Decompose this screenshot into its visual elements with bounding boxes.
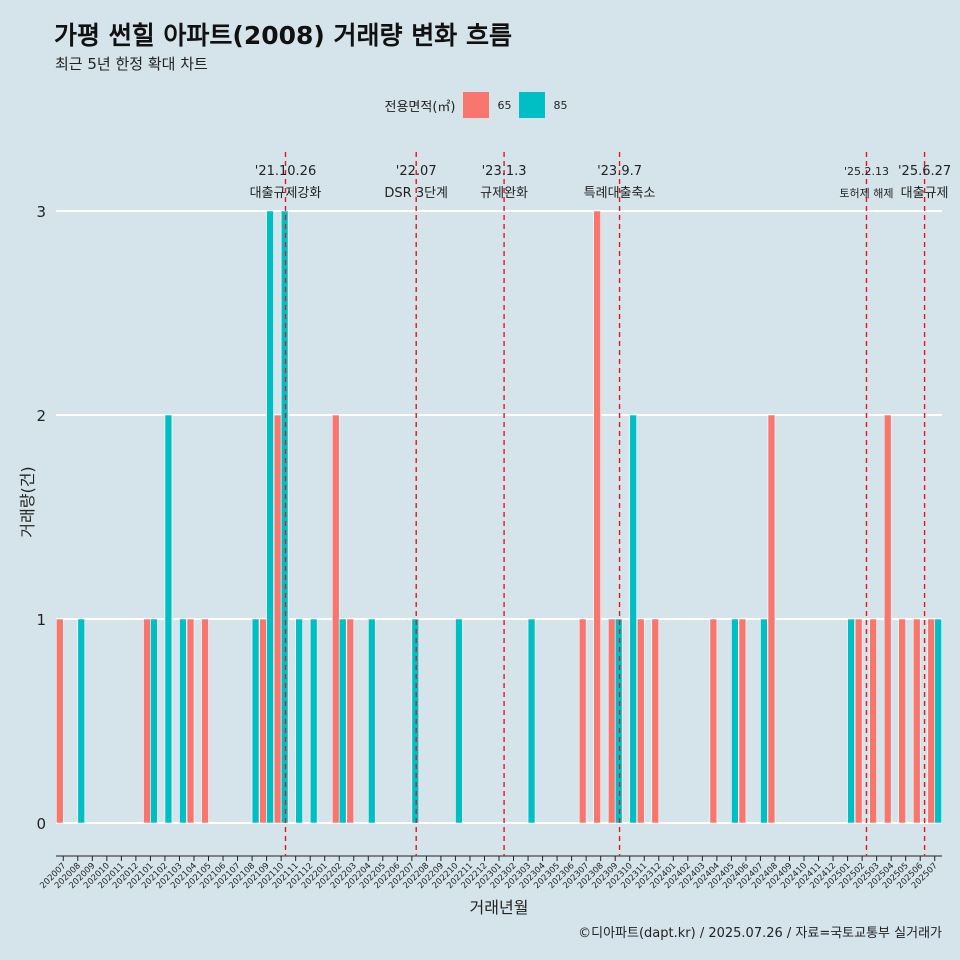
bar-85-202501 [847,618,855,824]
bar-85-202407 [760,618,768,824]
bar-65-202007 [55,618,64,824]
bar-65-202307 [578,618,587,824]
legend-title: 전용면적(㎡) [384,99,456,115]
bar-85-202110 [280,210,289,824]
bar-65-202312 [651,618,660,824]
bar-65-202506 [912,618,921,824]
bar-65-202408 [767,414,776,824]
legend-key-65 [463,92,490,118]
bar-85-202309 [614,618,623,824]
bar-85-202111 [295,618,303,824]
bar-65-202311 [636,618,645,824]
event-date-label: '25.6.27 [898,164,951,179]
event-name-label: 토허제 해제 [839,186,893,200]
bar-65-202104 [186,618,195,824]
y-tick-label: 2 [36,407,46,425]
bar-85-202207 [411,618,420,824]
bar-85-202310 [629,414,637,824]
bar-85-202101 [150,618,158,824]
event-date-label: '25.2.13 [844,165,889,178]
bar-65-202404 [709,618,718,824]
y-axis-title: 거래량(건) [18,466,37,537]
bar-85-202102 [164,414,173,824]
bar-85-202109 [266,210,274,824]
bar-65-202308 [593,210,601,824]
bar-65-202203 [346,618,355,824]
y-tick-label: 1 [36,611,46,629]
bar-65-202101 [143,618,151,824]
event-name-label: 규제완화 [480,186,528,201]
bar-65-202406 [738,618,747,824]
bar-65-202502 [854,618,863,824]
event-name-label: DSR 3단계 [384,186,448,201]
event-date-label: '22.07 [396,164,437,179]
chart-subtitle: 최근 5년 한정 확대 차트 [55,55,208,73]
bar-85-202405 [731,618,739,824]
bar-65-202504 [883,414,892,824]
bar-85-202507 [934,618,943,824]
y-tick-label: 3 [36,203,46,221]
bar-65-202503 [869,618,877,824]
event-name-label: 대출규제 [901,186,949,201]
legend-label-85: 85 [553,98,568,112]
y-tick-label: 0 [36,815,46,833]
event-date-label: '23.9.7 [597,164,642,179]
legend: 전용면적(㎡) 65 85 [0,92,960,118]
bar-85-202008 [77,618,86,824]
bar-65-202105 [201,618,209,824]
bar-65-202202 [331,414,340,824]
source-caption: ©디아파트(dapt.kr) / 2025.07.26 / 자료=국토교통부 실… [578,926,942,941]
event-name-label: 특례대출축소 [584,186,656,201]
event-date-label: '23.1.3 [482,164,527,179]
event-name-label: 대출규제강화 [250,186,322,201]
bar-65-202109 [259,618,267,824]
legend-label-65: 65 [497,98,512,112]
event-date-label: '21.10.26 [255,164,316,179]
bar-85-202112 [309,618,318,824]
bar-85-202202 [338,618,347,824]
bar-85-202204 [367,618,376,824]
x-axis-title: 거래년월 [470,898,529,917]
bar-65-202110 [273,414,282,824]
bar-85-202108 [251,618,260,824]
bar-65-202309 [607,618,616,824]
bar-65-202507 [927,618,936,824]
bar-65-202505 [898,618,906,824]
chart-title: 가평 썬힐 아파트(2008) 거래량 변화 흐름 [54,21,512,50]
bar-85-202210 [455,618,463,824]
bar-85-202303 [527,618,536,824]
bar-85-202103 [179,618,187,824]
legend-key-85 [519,92,546,118]
